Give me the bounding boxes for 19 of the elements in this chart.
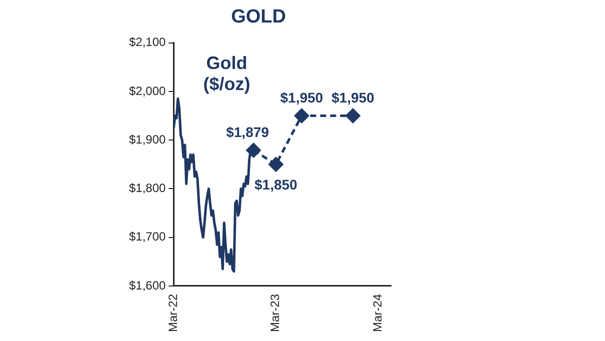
y-tick-label: $1,900 xyxy=(129,132,166,146)
y-tick-label: $1,600 xyxy=(129,278,166,292)
y-tick-label: $1,800 xyxy=(129,181,166,196)
x-tick-label: Mar-22 xyxy=(166,294,180,332)
data-label: $1,850 xyxy=(254,176,298,192)
point xyxy=(246,143,261,158)
x-tick-label: Mar-24 xyxy=(370,294,385,332)
data-label: $1,950 xyxy=(332,90,375,106)
data-label: $1,879 xyxy=(226,124,270,140)
point xyxy=(268,157,284,172)
y-tick-label: $2,100 xyxy=(129,35,166,50)
y-tick-label: $2,000 xyxy=(129,84,166,98)
point xyxy=(294,108,309,124)
point xyxy=(346,108,360,124)
x-tick-label: Mar-23 xyxy=(268,294,282,332)
y-tick-label: $1,700 xyxy=(129,230,166,244)
data-label: $1,950 xyxy=(280,90,324,106)
annotation: Gold ($/oz) xyxy=(203,52,250,94)
chart-title: GOLD xyxy=(231,6,286,28)
